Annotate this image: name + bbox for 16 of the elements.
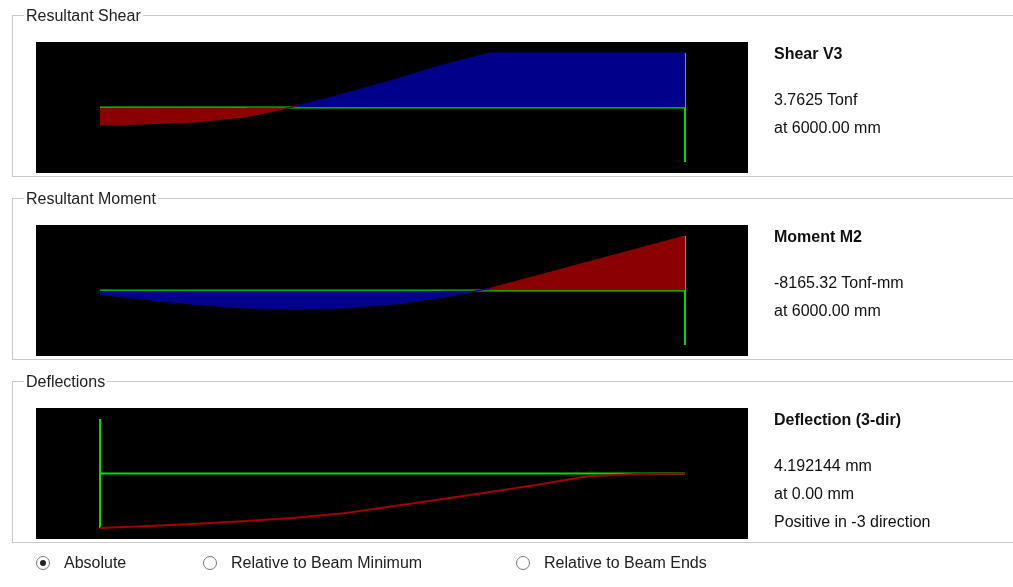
- text: Relative to Beam Minimum: [231, 554, 423, 572]
- text: Deflection (3-dir): [774, 410, 903, 430]
- chart-title: Deflections: [24, 373, 108, 391]
- text: at 0.00 mm: [774, 484, 856, 504]
- text: Positive in -3 direction: [774, 512, 931, 532]
- text: Absolute: [64, 554, 127, 572]
- text: -8165.32 Tonf-mm: [774, 273, 904, 293]
- text: Relative to Beam Ends: [544, 554, 707, 572]
- text: Shear V3: [774, 44, 844, 64]
- text: at 6000.00 mm: [774, 118, 881, 138]
- chart-title: Resultant Shear: [24, 7, 143, 25]
- text: Moment M2: [774, 227, 863, 247]
- text: 4.192144 mm: [774, 456, 873, 476]
- chart-title: Resultant Moment: [24, 190, 158, 208]
- text: at 6000.00 mm: [774, 301, 882, 321]
- text: 3.7625 Tonf: [774, 90, 859, 110]
